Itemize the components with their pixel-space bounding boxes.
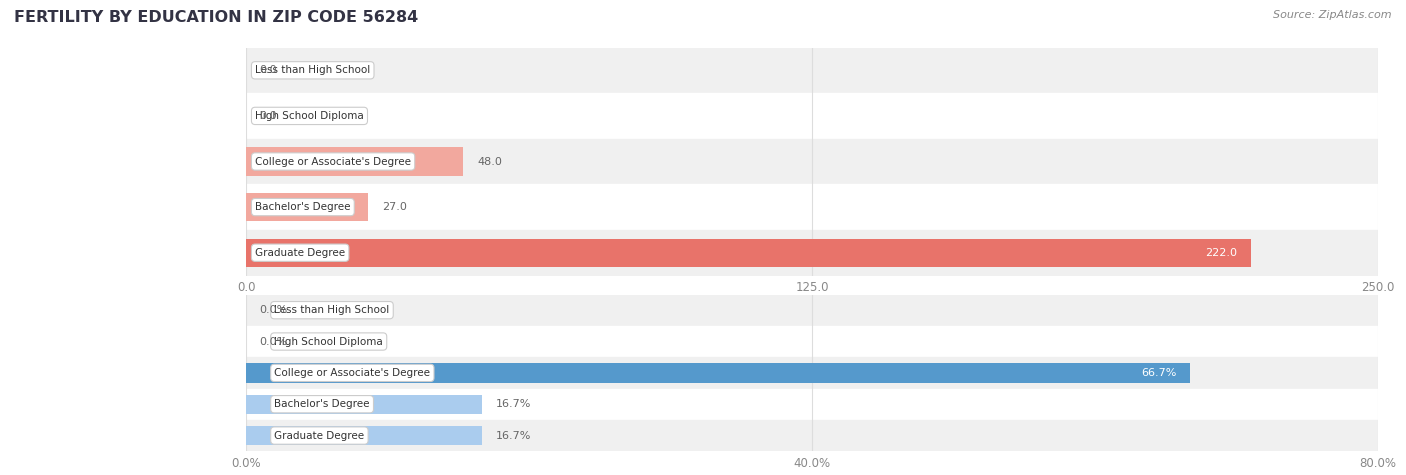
Text: 66.7%: 66.7% [1140, 368, 1177, 378]
Text: High School Diploma: High School Diploma [274, 336, 382, 347]
Bar [246, 294, 1378, 326]
Text: 48.0: 48.0 [477, 156, 502, 167]
Text: 0.0%: 0.0% [260, 305, 288, 315]
Text: College or Associate's Degree: College or Associate's Degree [254, 156, 411, 167]
Bar [246, 426, 482, 445]
Text: 16.7%: 16.7% [496, 399, 531, 409]
Bar [246, 326, 1378, 357]
Text: Less than High School: Less than High School [274, 305, 389, 315]
Text: College or Associate's Degree: College or Associate's Degree [274, 368, 430, 378]
Bar [246, 230, 1378, 276]
Bar [246, 48, 1378, 93]
Bar [246, 395, 482, 414]
Bar [246, 193, 368, 221]
Text: FERTILITY BY EDUCATION IN ZIP CODE 56284: FERTILITY BY EDUCATION IN ZIP CODE 56284 [14, 10, 419, 25]
Bar [246, 389, 1378, 420]
Bar [246, 357, 1378, 389]
Bar [246, 420, 1378, 451]
Text: 0.0: 0.0 [260, 65, 277, 76]
Text: 222.0: 222.0 [1205, 247, 1237, 258]
Text: Source: ZipAtlas.com: Source: ZipAtlas.com [1274, 10, 1392, 19]
Bar [246, 238, 1251, 267]
Text: Graduate Degree: Graduate Degree [274, 430, 364, 441]
Text: 16.7%: 16.7% [496, 430, 531, 441]
Text: Graduate Degree: Graduate Degree [254, 247, 346, 258]
Text: Bachelor's Degree: Bachelor's Degree [274, 399, 370, 409]
Bar [246, 184, 1378, 230]
Bar [246, 147, 464, 176]
Text: High School Diploma: High School Diploma [254, 111, 364, 121]
Bar [246, 363, 1189, 382]
Bar [246, 139, 1378, 184]
Text: 0.0%: 0.0% [260, 336, 288, 347]
Text: Less than High School: Less than High School [254, 65, 370, 76]
Bar [246, 93, 1378, 139]
Text: Bachelor's Degree: Bachelor's Degree [254, 202, 350, 212]
Text: 0.0: 0.0 [260, 111, 277, 121]
Text: 27.0: 27.0 [382, 202, 406, 212]
